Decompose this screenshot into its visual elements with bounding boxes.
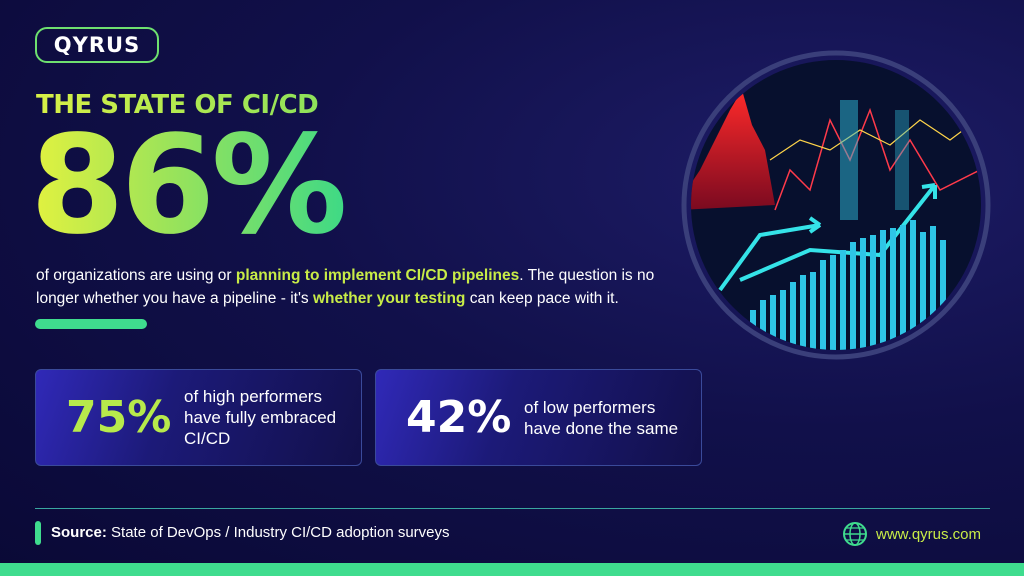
art-bars [750, 220, 946, 350]
art-column [840, 100, 858, 220]
website[interactable]: www.qyrus.com [876, 526, 982, 543]
highlight: whether your testing [312, 290, 466, 307]
bottom-strip [0, 563, 1024, 576]
card-stat: 42% [406, 392, 512, 443]
card-text: of low performers have done the same [524, 397, 679, 438]
source: Source: State of DevOps / Industry CI/CD… [51, 524, 450, 541]
chart-artwork [691, 60, 981, 350]
image-ring [681, 50, 991, 360]
hero-image [681, 50, 991, 360]
text: . The question is no longer whether you … [36, 267, 655, 307]
text: of organizations are using or [36, 267, 236, 284]
logo: QYRUS [35, 27, 159, 63]
title: THE STATE OF CI/CD [36, 90, 319, 120]
card-text: of high performers have fully embraced C… [184, 387, 337, 448]
stat-card: 42% of low performers have done the same [375, 369, 702, 466]
divider [35, 508, 990, 509]
art-column [895, 110, 909, 210]
source-label: Source: [51, 524, 107, 541]
source-accent [35, 521, 41, 545]
art-area [691, 90, 775, 210]
card-stat: 75% [66, 392, 172, 443]
globe-icon [843, 522, 867, 546]
body-text: of organizations are using or planning t… [36, 264, 676, 310]
stat-card: 75% of high performers have fully embrac… [35, 369, 362, 466]
accent-bar [35, 319, 147, 329]
art-arrow [718, 216, 822, 292]
headline-stat: 86% [30, 107, 348, 265]
art-line [769, 109, 981, 161]
highlight: planning to implement CI/CD pipelines [235, 267, 520, 284]
text: can keep pace with it. [465, 290, 619, 307]
art-line [774, 107, 981, 211]
source-text: State of DevOps / Industry CI/CD adoptio… [111, 524, 450, 541]
